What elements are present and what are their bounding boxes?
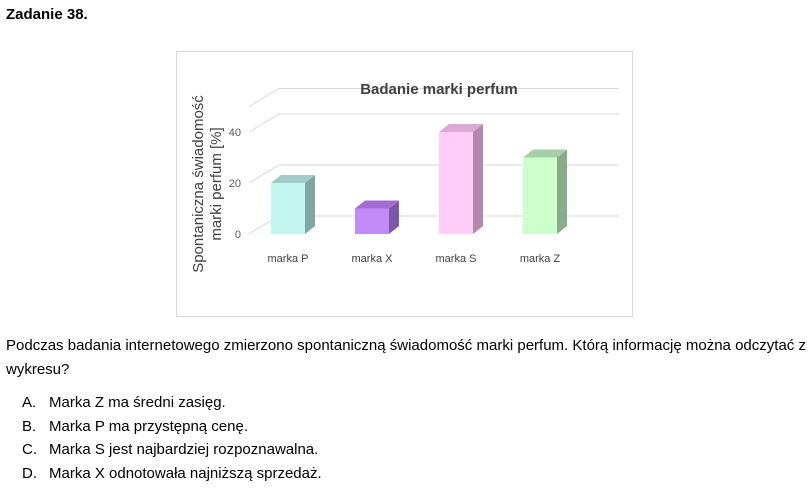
bar-side <box>557 149 567 234</box>
bar-side <box>389 200 399 234</box>
gridline <box>248 113 619 133</box>
answer-option-c: C. Marka S jest najbardziej rozpoznawalna… <box>22 438 322 462</box>
task-heading: Zadanie 38. <box>6 6 88 23</box>
bar-side <box>305 175 315 234</box>
x-category-label: marka Z <box>520 253 561 265</box>
y-tick-label: 0 <box>235 229 241 241</box>
bar-top <box>523 149 567 158</box>
bar <box>439 132 473 234</box>
gridline <box>248 164 619 184</box>
y-tick-label: 20 <box>229 178 241 190</box>
x-category-label: marka S <box>436 253 477 265</box>
answer-letter: D. <box>22 464 37 482</box>
bar <box>523 157 557 234</box>
bar-top <box>355 200 399 209</box>
chart-title: Badanie marki perfum <box>360 81 518 98</box>
bar-chart: 0 20 40 marka P marka X marka S marka Z Badani… <box>190 81 619 273</box>
bar-top <box>439 124 483 132</box>
bar-side <box>473 124 483 234</box>
y-tick-label: 40 <box>229 127 241 139</box>
y-axis-label-line1: Spontaniczna świadomość <box>190 95 207 273</box>
gridline <box>248 88 619 107</box>
answer-option-a: A. Marka Z ma średni zasięg. <box>22 391 322 415</box>
answer-text: Marka Z ma średni zasięg. <box>49 394 226 411</box>
answer-list: A. Marka Z ma średni zasięg. B. Marka P ma… <box>22 391 322 485</box>
question-text: Podczas badania internetowego zmierzono … <box>6 337 806 378</box>
bar <box>355 208 389 234</box>
answer-option-d: D. Marka X odnotowała najniższą sprzedaż. <box>22 462 322 486</box>
answer-letter: B. <box>22 417 37 435</box>
answer-letter: A. <box>22 394 37 411</box>
answer-letter: C. <box>22 441 37 458</box>
chart-area: 0 20 40 marka P marka X marka S marka Z Badani… <box>176 51 633 317</box>
answer-option-b: B. Marka P ma przystępną cenę. <box>22 415 322 439</box>
answer-text: Marka X odnotowała najniższą sprzedaż. <box>49 464 322 482</box>
bar <box>271 183 305 234</box>
answer-text: Marka P ma przystępną cenę. <box>49 417 248 435</box>
y-axis-label-line2: marki perfum [%] <box>208 127 225 240</box>
bar-top <box>271 175 315 183</box>
x-category-label: marka P <box>268 253 309 265</box>
x-category-label: marka X <box>352 253 394 265</box>
answer-text: Marka S jest najbardziej rozpoznawalna. <box>49 441 319 458</box>
